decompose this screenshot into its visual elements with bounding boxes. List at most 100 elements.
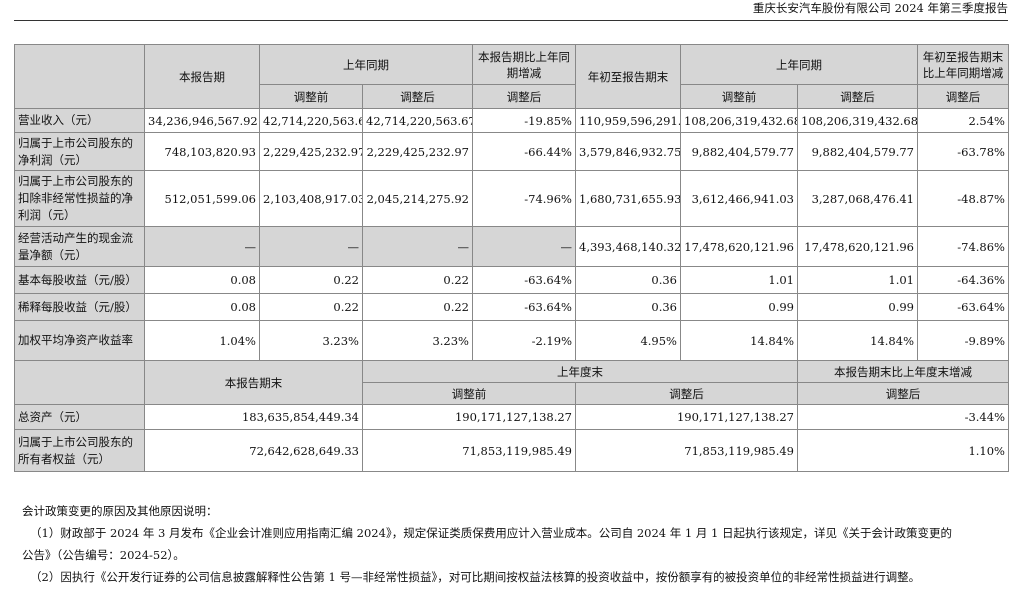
table-row: 归属于上市公司股东的净利润（元） 748,103,820.93 2,229,42… [14, 132, 1009, 171]
corner-header-cell [14, 44, 145, 109]
page-header: 重庆长安汽车股份有限公司 2024 年第三季度报告 [14, 0, 1008, 21]
value-cell: 0.22 [362, 293, 473, 321]
value-cell: 0.22 [259, 293, 363, 321]
value-cell: — [472, 226, 576, 267]
value-cell: 748,103,820.93 [144, 132, 260, 171]
table-row: 归属于上市公司股东的所有者权益（元） 72,642,628,649.33 71,… [14, 429, 1009, 472]
value-cell: 0.08 [144, 293, 260, 321]
value-cell: -19.85% [472, 108, 576, 133]
value-cell: — [144, 226, 260, 267]
sub-header-change-ye: 调整后 [797, 382, 1009, 405]
accounting-policy-notes: 会计政策变更的原因及其他原因说明： （1）财政部于 2024 年 3 月发布《企… [22, 500, 1012, 588]
value-cell: 190,171,127,138.27 [575, 404, 798, 430]
value-cell: 14.84% [797, 320, 918, 361]
table-row: 稀释每股收益（元/股） 0.08 0.22 0.22 -63.64% 0.36 … [14, 293, 1009, 321]
table-row: 经营活动产生的现金流量净额（元） — — — — 4,393,468,140.3… [14, 226, 1009, 267]
col-header-period-change: 本报告期比上年同期增减 [472, 44, 576, 85]
value-cell: 1.01 [797, 266, 918, 294]
value-cell: 9,882,404,579.77 [680, 132, 798, 171]
value-cell: 71,853,119,985.49 [575, 429, 798, 472]
value-cell: 2,229,425,232.97 [259, 132, 363, 171]
value-cell: 34,236,946,567.92 [144, 108, 260, 133]
corner-header-cell-2 [14, 360, 145, 405]
row-label: 加权平均净资产收益率 [14, 320, 145, 361]
value-cell: 512,051,599.06 [144, 170, 260, 227]
value-cell: 0.22 [259, 266, 363, 294]
value-cell: -74.96% [472, 170, 576, 227]
key-financial-data-table: 本报告期 上年同期 本报告期比上年同期增减 年初至报告期末 上年同期 年初至报告… [14, 44, 1009, 472]
value-cell: 2,045,214,275.92 [362, 170, 473, 227]
sub-header-before: 调整前 [259, 84, 363, 109]
value-cell: 108,206,319,432.68 [797, 108, 918, 133]
value-cell: -63.64% [472, 266, 576, 294]
value-cell: -2.19% [472, 320, 576, 361]
note-1-continued: 公告》（公告编号：2024-52）。 [22, 548, 185, 562]
value-cell: 1.04% [144, 320, 260, 361]
value-cell: -3.44% [797, 404, 1009, 430]
value-cell: -63.78% [917, 132, 1009, 171]
value-cell: 71,853,119,985.49 [362, 429, 576, 472]
value-cell: 3,612,466,941.03 [680, 170, 798, 227]
sub-header-before-ytd: 调整前 [680, 84, 798, 109]
value-cell: 190,171,127,138.27 [362, 404, 576, 430]
value-cell: 72,642,628,649.33 [144, 429, 363, 472]
value-cell: 14.84% [680, 320, 798, 361]
value-cell: 3,287,068,476.41 [797, 170, 918, 227]
col-header-ytd-change: 年初至报告期末比上年同期增减 [917, 44, 1009, 85]
value-cell: -9.89% [917, 320, 1009, 361]
value-cell: 1,680,731,655.93 [575, 170, 681, 227]
value-cell: 42,714,220,563.67 [259, 108, 363, 133]
table-row: 归属于上市公司股东的扣除非经常性损益的净利润（元） 512,051,599.06… [14, 170, 1009, 227]
sub-header-after-ytd: 调整后 [797, 84, 918, 109]
note-1: （1）财政部于 2024 年 3 月发布《企业会计准则应用指南汇编 2024》，… [30, 526, 953, 540]
value-cell: 9,882,404,579.77 [797, 132, 918, 171]
sub-header-before-ye: 调整前 [362, 382, 576, 405]
sub-header-change: 调整后 [472, 84, 576, 109]
col-header-prior-period: 上年同期 [259, 44, 473, 85]
row-label: 基本每股收益（元/股） [14, 266, 145, 294]
row-label: 稀释每股收益（元/股） [14, 293, 145, 321]
value-cell: 17,478,620,121.96 [797, 226, 918, 267]
row-label: 归属于上市公司股东的扣除非经常性损益的净利润（元） [14, 170, 145, 227]
row-label: 归属于上市公司股东的净利润（元） [14, 132, 145, 171]
note-2: （2）因执行《公开发行证券的公司信息披露解释性公告第 1 号—非经常性损益》，对… [30, 570, 921, 584]
value-cell: 0.08 [144, 266, 260, 294]
sub-header-after: 调整后 [362, 84, 473, 109]
col-header-prior-year-end: 上年度末 [362, 360, 798, 383]
value-cell: -64.36% [917, 266, 1009, 294]
value-cell: -63.64% [917, 293, 1009, 321]
value-cell: 17,478,620,121.96 [680, 226, 798, 267]
value-cell: 183,635,854,449.34 [144, 404, 363, 430]
value-cell: 108,206,319,432.68 [680, 108, 798, 133]
value-cell: 4.95% [575, 320, 681, 361]
value-cell: 4,393,468,140.32 [575, 226, 681, 267]
notes-title: 会计政策变更的原因及其他原因说明： [22, 504, 218, 518]
value-cell: 2,103,408,917.03 [259, 170, 363, 227]
value-cell: — [259, 226, 363, 267]
value-cell: -66.44% [472, 132, 576, 171]
value-cell: 2,229,425,232.97 [362, 132, 473, 171]
value-cell: 2.54% [917, 108, 1009, 133]
value-cell: 110,959,596,291.71 [575, 108, 681, 133]
table-row: 基本每股收益（元/股） 0.08 0.22 0.22 -63.64% 0.36 … [14, 266, 1009, 294]
value-cell: 0.36 [575, 293, 681, 321]
value-cell: 42,714,220,563.67 [362, 108, 473, 133]
table-row: 营业收入（元） 34,236,946,567.92 42,714,220,563… [14, 108, 1009, 133]
value-cell: 0.99 [797, 293, 918, 321]
row-label: 归属于上市公司股东的所有者权益（元） [14, 429, 145, 472]
value-cell: — [362, 226, 473, 267]
col-header-prior-ytd: 上年同期 [680, 44, 918, 85]
value-cell: -74.86% [917, 226, 1009, 267]
value-cell: -48.87% [917, 170, 1009, 227]
value-cell: 0.36 [575, 266, 681, 294]
row-label: 经营活动产生的现金流量净额（元） [14, 226, 145, 267]
col-header-period-end: 本报告期末 [144, 360, 363, 405]
row-label: 总资产（元） [14, 404, 145, 430]
sub-header-after-ye: 调整后 [575, 382, 798, 405]
value-cell: 3.23% [259, 320, 363, 361]
table-row: 加权平均净资产收益率 1.04% 3.23% 3.23% -2.19% 4.95… [14, 320, 1009, 361]
value-cell: -63.64% [472, 293, 576, 321]
value-cell: 3,579,846,932.75 [575, 132, 681, 171]
value-cell: 1.01 [680, 266, 798, 294]
col-header-current-period: 本报告期 [144, 44, 260, 109]
